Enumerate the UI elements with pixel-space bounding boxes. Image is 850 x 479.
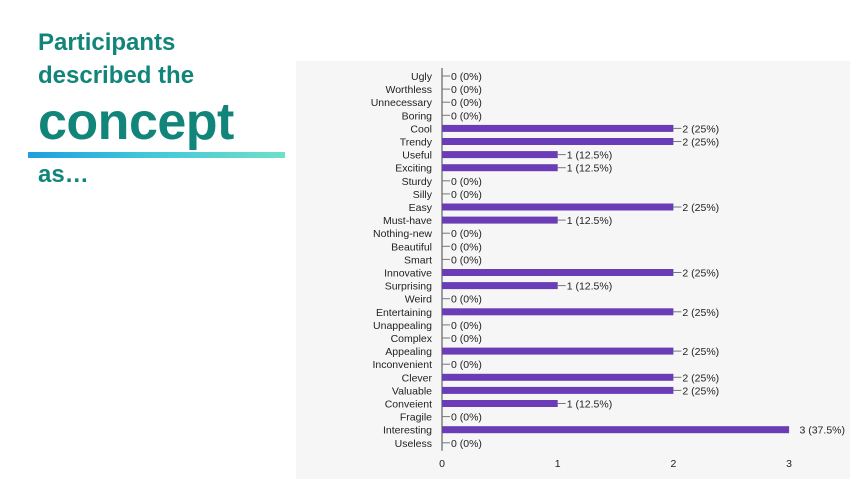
data-label: 2 (25%) <box>682 123 719 135</box>
category-label: Exciting <box>395 163 432 175</box>
bar <box>442 308 674 316</box>
category-label: Cool <box>410 123 432 135</box>
data-label: 0 (0%) <box>451 189 482 201</box>
category-label: Fragile <box>400 412 432 424</box>
data-label: 0 (0%) <box>451 333 482 345</box>
category-label: Complex <box>391 333 433 345</box>
category-label: Unappealing <box>373 320 432 332</box>
data-label: 0 (0%) <box>451 228 482 240</box>
category-label: Nothing-new <box>373 228 432 240</box>
category-label: Beautiful <box>391 241 432 253</box>
bar <box>442 151 558 159</box>
bar <box>442 386 674 394</box>
bar <box>442 282 558 290</box>
x-tick-label: 0 <box>439 458 445 470</box>
x-tick-label: 2 <box>670 458 676 470</box>
category-label: Silly <box>413 189 433 201</box>
category-label: Must-have <box>383 215 432 227</box>
bar <box>442 138 674 145</box>
data-label: 1 (12.5%) <box>567 399 613 411</box>
data-label: 2 (25%) <box>682 346 719 358</box>
bar <box>442 373 674 381</box>
category-label: Unnecessary <box>371 97 433 109</box>
category-label: Entertaining <box>376 307 432 319</box>
category-label: Interesting <box>383 425 432 437</box>
data-label: 0 (0%) <box>451 241 482 253</box>
data-label: 0 (0%) <box>451 254 482 266</box>
heading-line-3: as… <box>38 161 89 188</box>
data-label: 1 (12.5%) <box>567 281 613 293</box>
category-label: Worthless <box>386 84 433 96</box>
heading-line-2: described the <box>38 62 195 89</box>
category-label: Ugly <box>411 71 433 83</box>
accent-gradient-bar <box>28 152 285 158</box>
category-label: Valuable <box>392 385 432 397</box>
bar <box>442 426 790 434</box>
category-label: Weird <box>405 294 432 306</box>
category-label: Appealing <box>385 346 432 358</box>
category-label: Smart <box>404 254 432 266</box>
bar <box>442 347 674 355</box>
data-label: 3 (37.5%) <box>799 425 845 437</box>
category-label: Innovative <box>384 268 432 280</box>
data-label: 0 (0%) <box>451 438 482 450</box>
data-label: 1 (12.5%) <box>567 150 613 162</box>
data-label: 0 (0%) <box>451 320 482 332</box>
data-label: 2 (25%) <box>682 268 719 280</box>
category-label: Clever <box>402 372 433 384</box>
data-label: 2 (25%) <box>682 385 719 397</box>
data-label: 0 (0%) <box>451 359 482 371</box>
data-label: 0 (0%) <box>451 294 482 306</box>
data-label: 1 (12.5%) <box>567 215 613 227</box>
data-label: 0 (0%) <box>451 176 482 188</box>
bar <box>442 269 674 276</box>
data-label: 2 (25%) <box>682 137 719 149</box>
data-label: 0 (0%) <box>451 110 482 122</box>
category-label: Conveient <box>385 399 432 411</box>
bar <box>442 124 674 132</box>
slide-heading: Participants described the concept as… <box>38 26 234 190</box>
data-label: 2 (25%) <box>682 202 719 214</box>
data-label: 1 (12.5%) <box>567 163 613 175</box>
category-label: Useless <box>395 438 432 450</box>
heading-line-1: Participants <box>38 29 176 56</box>
data-label: 2 (25%) <box>682 307 719 319</box>
bar <box>442 164 558 172</box>
bar <box>442 400 558 407</box>
bar <box>442 216 558 224</box>
category-label: Useful <box>402 150 432 162</box>
category-label: Inconvenient <box>372 359 432 371</box>
data-label: 2 (25%) <box>682 372 719 384</box>
category-label: Sturdy <box>402 176 433 188</box>
data-label: 0 (0%) <box>451 84 482 96</box>
data-label: 0 (0%) <box>451 97 482 109</box>
x-tick-label: 3 <box>786 458 792 470</box>
category-label: Boring <box>402 110 433 122</box>
category-label: Easy <box>409 202 433 214</box>
bar <box>442 203 674 211</box>
category-label: Trendy <box>400 137 433 149</box>
heading-keyword: concept <box>38 93 234 151</box>
category-label: Surprising <box>385 281 432 293</box>
x-tick-label: 1 <box>555 458 561 470</box>
data-label: 0 (0%) <box>451 71 482 83</box>
data-label: 0 (0%) <box>451 412 482 424</box>
